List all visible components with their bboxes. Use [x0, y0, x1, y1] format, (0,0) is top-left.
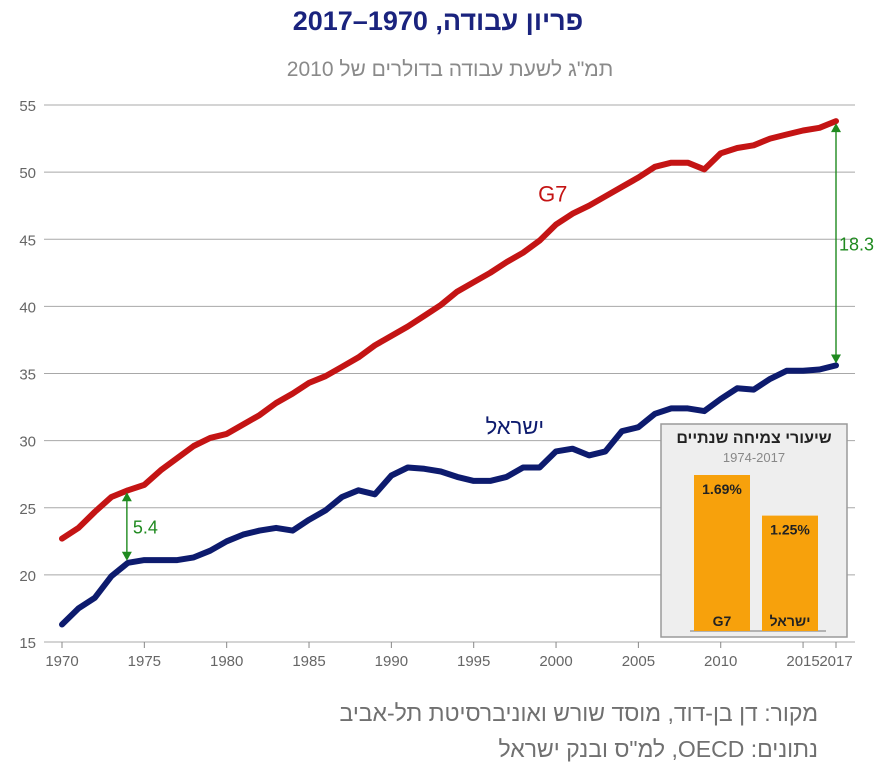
- growth-inset: שיעורי צמיחה שנתיים 1974-2017 1.69% G7 1.25%…: [660, 423, 848, 638]
- grid-lines: [44, 104, 855, 643]
- y-tick-label: 30: [19, 434, 36, 451]
- gap-label: 18.3: [839, 234, 874, 254]
- series-lines: G7 ישראל: [59, 118, 839, 628]
- x-tick-label: 2005: [622, 653, 655, 670]
- inset-bar-value: 1.25%: [770, 522, 810, 538]
- x-tick-label: 1970: [45, 653, 78, 670]
- y-tick-label: 20: [19, 568, 36, 585]
- inset-subtitle: 1974-2017: [723, 450, 785, 465]
- israel-series-label: ישראל: [486, 414, 545, 439]
- gap-arrow-head-bottom: [121, 551, 132, 561]
- gap-label: 5.4: [133, 518, 158, 538]
- chart-subtitle: תמ"ג לשעת עבודה בדולרים של 2010: [286, 58, 614, 81]
- gap-annotations: 5.4 18.3: [121, 123, 874, 561]
- x-tick-label: 2010: [704, 653, 737, 670]
- gap-arrow-head-top: [121, 492, 132, 502]
- x-tick-label: 1985: [292, 653, 325, 670]
- y-tick-label: 40: [19, 299, 36, 316]
- y-tick-label: 15: [19, 635, 36, 652]
- g7-series-line: [59, 118, 839, 542]
- y-tick-label: 35: [19, 367, 36, 384]
- inset-bar-value: 1.69%: [702, 481, 742, 497]
- g7-series-label: G7: [538, 182, 567, 207]
- inset-category-label: ישראל: [770, 613, 811, 629]
- gap-arrow-head-bottom: [831, 354, 841, 364]
- x-tick-label: 1990: [375, 653, 408, 670]
- y-tick-label: 25: [19, 501, 36, 518]
- inset-bar-israel: [762, 515, 818, 631]
- x-axis: 1970 1975 1980 1985 1990 1995 2000 2005 2010 2015…: [45, 642, 853, 670]
- gap-arrow-head-top: [831, 123, 841, 133]
- x-tick-label: 2015: [786, 653, 819, 670]
- x-tick-label: 1995: [457, 653, 490, 670]
- data-source-note: נתונים: OECD, למ"ס ובנק ישראל: [498, 736, 818, 762]
- y-tick-label: 50: [19, 165, 36, 182]
- x-tick-label: 1975: [128, 653, 161, 670]
- x-tick-label: 1980: [210, 653, 243, 670]
- productivity-chart: 1970 1975 1980 1985 1990 1995 2000 2005 2010 2015…: [19, 98, 874, 670]
- chart-title: פריון עבודה, 1970–2017: [292, 6, 584, 36]
- source-note: מקור: דן בן-דוד, מוסד שורש ואוניברסיטת ת…: [339, 700, 818, 726]
- israel-series-line: [59, 362, 839, 628]
- y-axis: 15 20 25 30 35 40 45 50 55: [19, 98, 36, 652]
- inset-title: שיעורי צמיחה שנתיים: [676, 430, 831, 447]
- inset-category-label: G7: [713, 613, 732, 629]
- y-tick-label: 45: [19, 232, 36, 249]
- x-tick-label: 2017: [819, 653, 852, 670]
- y-tick-label: 55: [19, 98, 36, 115]
- inset-bar-g7: [694, 475, 750, 631]
- x-tick-label: 2000: [539, 653, 572, 670]
